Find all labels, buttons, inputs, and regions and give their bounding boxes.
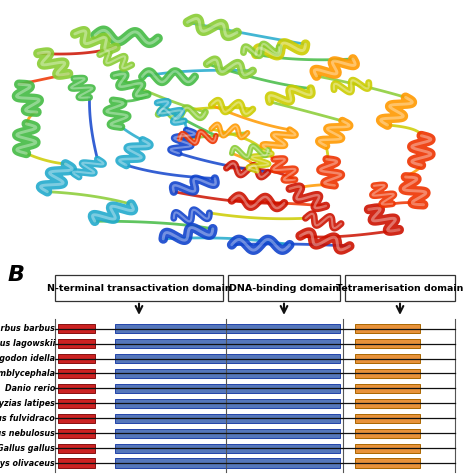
Bar	[115, 369, 340, 378]
Bar	[58, 369, 95, 378]
Bar	[355, 399, 420, 408]
Bar	[58, 428, 95, 438]
Bar	[58, 339, 95, 348]
Bar	[115, 384, 340, 393]
Text: Ctenopharyngodon idella: Ctenopharyngodon idella	[0, 354, 55, 363]
Bar	[58, 354, 95, 363]
Text: N-terminal transactivation domain: N-terminal transactivation domain	[46, 283, 231, 292]
Bar	[228, 275, 340, 301]
Bar	[355, 384, 420, 393]
Bar	[355, 369, 420, 378]
Text: Paralichthys olivaceus: Paralichthys olivaceus	[0, 459, 55, 468]
Bar	[115, 324, 340, 333]
Bar	[115, 428, 340, 438]
Text: Tachysurus fulvidraco: Tachysurus fulvidraco	[0, 414, 55, 423]
Text: Tetramerisation domain: Tetramerisation domain	[337, 283, 464, 292]
Bar	[58, 414, 95, 423]
Text: Megalobrama amblycephala: Megalobrama amblycephala	[0, 369, 55, 378]
Text: Gallus gallus: Gallus gallus	[0, 444, 55, 453]
Bar	[115, 399, 340, 408]
Bar	[355, 324, 420, 333]
Bar	[355, 428, 420, 438]
Text: Danio rerio: Danio rerio	[5, 384, 55, 393]
Bar	[115, 339, 340, 348]
Text: DNA-binding domain: DNA-binding domain	[229, 283, 339, 292]
Bar	[355, 414, 420, 423]
Bar	[115, 354, 340, 363]
Bar	[355, 444, 420, 453]
Bar	[345, 275, 455, 301]
Bar	[58, 458, 95, 468]
Text: Oryzias latipes: Oryzias latipes	[0, 399, 55, 408]
Text: Barbus barbus: Barbus barbus	[0, 324, 55, 333]
Bar	[55, 275, 223, 301]
Bar	[115, 414, 340, 423]
Bar	[58, 324, 95, 333]
Bar	[355, 339, 420, 348]
Bar	[58, 384, 95, 393]
Bar	[355, 354, 420, 363]
Bar	[58, 444, 95, 453]
Bar	[115, 458, 340, 468]
Bar	[355, 458, 420, 468]
Text: B: B	[8, 265, 25, 285]
Bar	[58, 399, 95, 408]
Bar	[115, 444, 340, 453]
Text: Ameiurus nebulosus: Ameiurus nebulosus	[0, 429, 55, 438]
Text: Phoxinus lagowskii: Phoxinus lagowskii	[0, 339, 55, 348]
